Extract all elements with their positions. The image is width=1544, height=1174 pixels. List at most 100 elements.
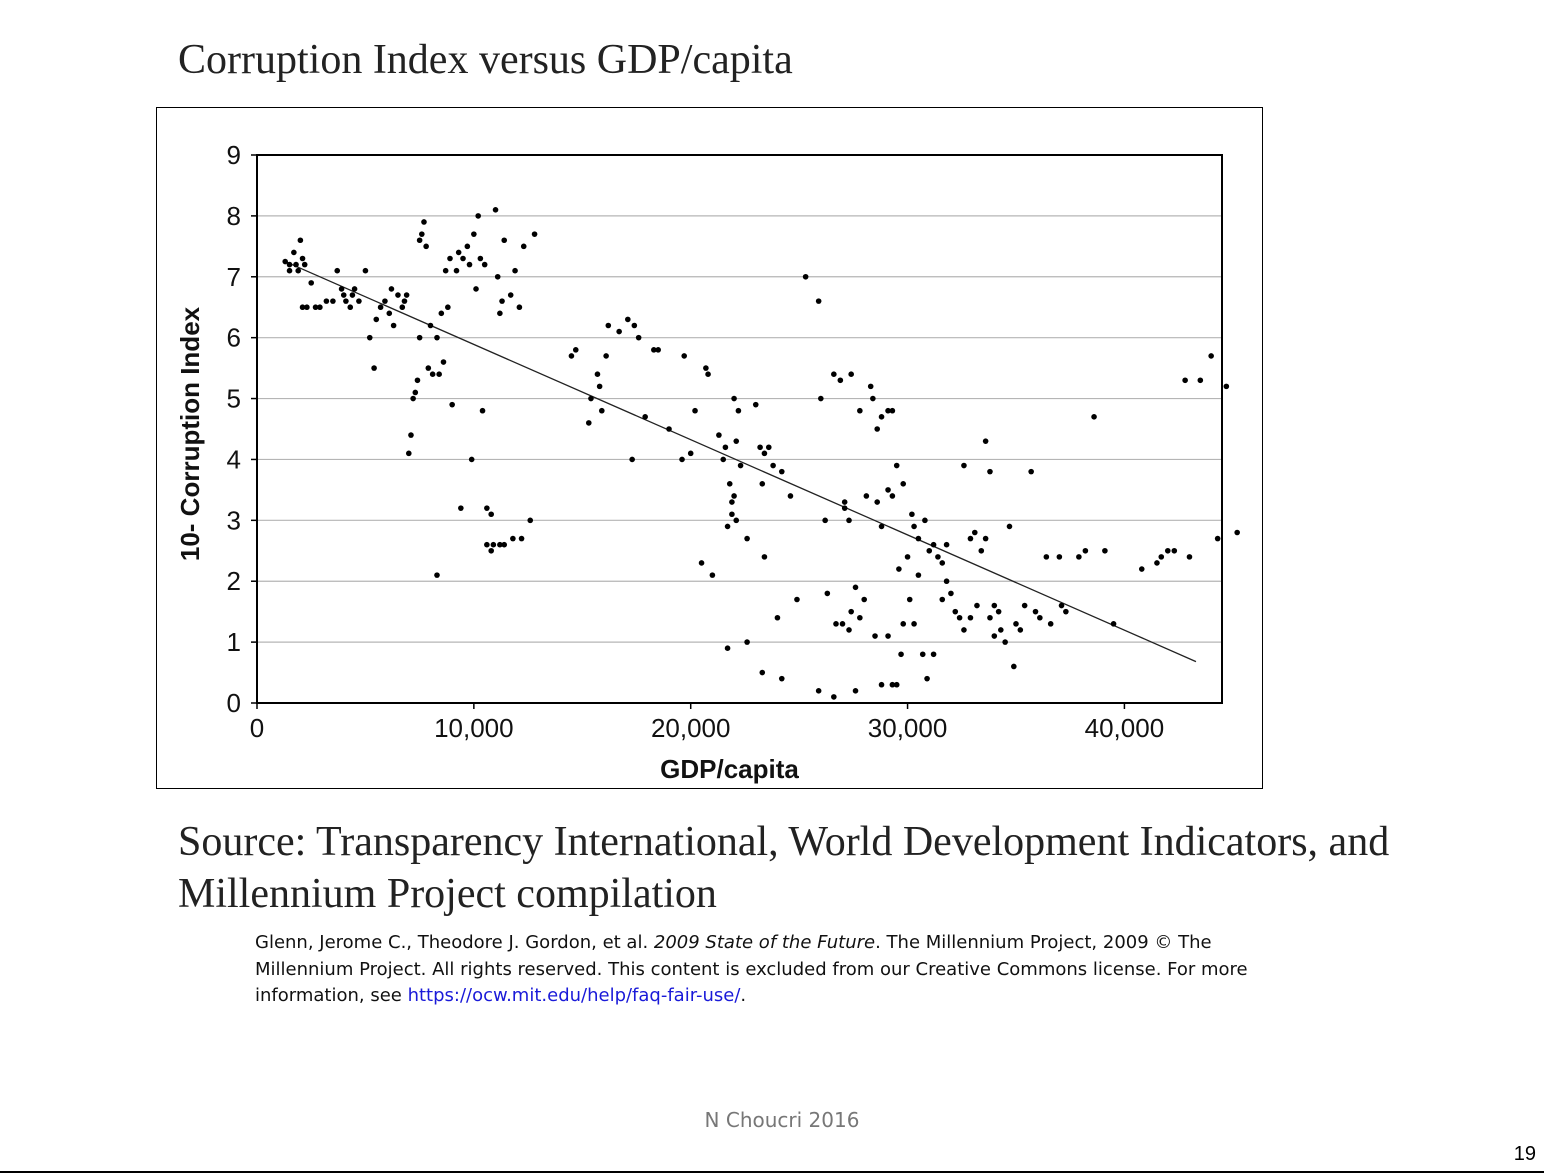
data-point [366, 334, 373, 341]
data-point [1158, 554, 1165, 560]
data-point [440, 359, 447, 365]
data-point [447, 255, 453, 262]
data-point [395, 292, 401, 298]
data-point [295, 267, 302, 274]
data-point [924, 675, 930, 682]
axis-ticks: 0 1 2 3 4 5 6 7 8 9 0 10,000 20,000 30,000 40,000 [227, 140, 1165, 743]
citation-title: 2009 State of the Future [653, 932, 876, 953]
fair-use-link[interactable]: https://ocw.mit.edu/help/faq-fair-use/ [407, 985, 741, 1006]
data-point [594, 371, 601, 378]
data-point [403, 292, 410, 298]
data-point [1017, 627, 1024, 633]
data-point [445, 304, 451, 311]
trend-line-layer [284, 260, 1197, 663]
data-point [878, 414, 885, 420]
data-point [744, 535, 750, 542]
data-point [334, 267, 341, 274]
data-point [839, 621, 846, 627]
data-point [414, 377, 421, 384]
data-point [1063, 608, 1069, 615]
chart-frame: 0 1 2 3 4 5 6 7 8 9 0 10,000 20,000 30,000 40,000 GDP/… [156, 107, 1263, 789]
source-text: Source: Transparency International, Worl… [178, 819, 1390, 917]
data-point [438, 310, 445, 317]
data-point [787, 493, 794, 499]
data-point [1056, 554, 1063, 560]
data-point [757, 444, 763, 451]
data-point [598, 407, 605, 414]
data-point [596, 383, 603, 390]
data-point [405, 450, 412, 457]
data-point [909, 511, 915, 518]
data-point [1138, 566, 1145, 572]
trend-line [284, 260, 1197, 663]
data-point [518, 535, 525, 542]
data-point [885, 487, 891, 493]
data-point [1037, 614, 1043, 621]
y-tick-label: 6 [227, 323, 241, 353]
data-point [1013, 621, 1019, 627]
data-point [434, 572, 440, 578]
data-point [761, 554, 768, 560]
data-point [419, 231, 425, 237]
data-point [991, 633, 998, 639]
data-point [978, 547, 985, 554]
data-point [286, 267, 293, 274]
y-tick-label: 3 [227, 505, 241, 535]
data-point [846, 627, 852, 633]
data-point [857, 614, 863, 621]
data-point [857, 407, 863, 414]
data-point [896, 566, 902, 572]
data-point [939, 560, 946, 566]
data-point [449, 401, 455, 408]
data-point [952, 608, 959, 615]
data-point [666, 426, 672, 432]
data-point [304, 304, 310, 311]
data-point [416, 237, 423, 244]
footer-author: N Choucri 2016 [704, 1108, 860, 1132]
data-point [991, 602, 998, 609]
data-point [390, 322, 397, 329]
data-point [347, 304, 354, 311]
data-point [416, 334, 423, 341]
data-point [731, 493, 737, 499]
data-point [726, 481, 733, 487]
data-point [911, 523, 917, 530]
data-point [423, 243, 429, 250]
x-tick-label: 40,000 [1085, 713, 1165, 743]
data-point [852, 688, 859, 694]
data-point [382, 298, 388, 304]
data-point [442, 267, 449, 274]
data-point [471, 231, 477, 237]
data-point [1186, 554, 1193, 560]
y-tick-label: 2 [227, 566, 241, 596]
data-point [351, 286, 358, 292]
data-point [848, 371, 854, 378]
data-point [900, 621, 907, 627]
data-point [492, 207, 499, 213]
data-point [1091, 414, 1097, 420]
data-point [635, 334, 642, 341]
data-point [421, 219, 427, 225]
data-point [356, 298, 362, 304]
data-point [297, 237, 304, 244]
x-tick-label: 0 [250, 713, 264, 743]
data-point [687, 450, 694, 457]
data-point [995, 608, 1002, 615]
data-point [705, 371, 711, 378]
data-point [867, 383, 874, 390]
y-tick-label: 7 [227, 262, 241, 292]
data-point [1223, 383, 1230, 390]
data-point [412, 389, 419, 396]
data-point [1182, 377, 1188, 384]
data-point [340, 292, 347, 298]
data-point [410, 395, 416, 402]
data-point [1043, 554, 1050, 560]
data-point [961, 627, 967, 633]
data-point [494, 273, 501, 280]
data-point [453, 267, 460, 274]
plot-area-border [256, 154, 1223, 704]
data-point [818, 395, 824, 402]
data-point [943, 578, 950, 585]
data-point [802, 273, 809, 280]
data-point [846, 517, 852, 524]
